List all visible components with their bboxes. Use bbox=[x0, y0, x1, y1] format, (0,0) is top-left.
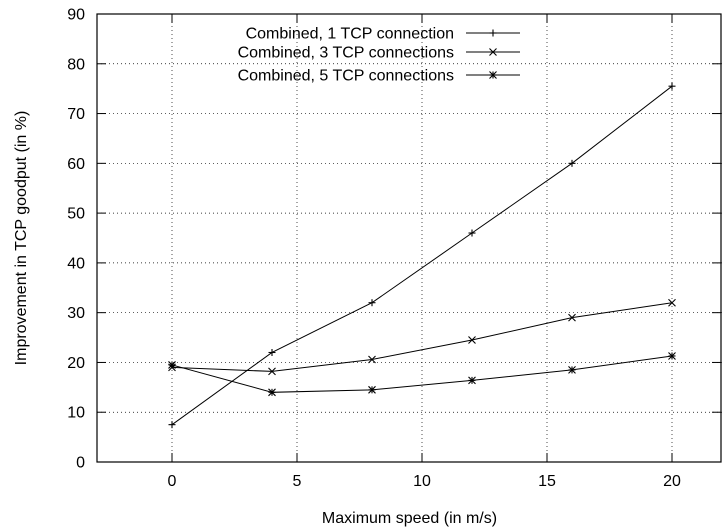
y-tick-label: 80 bbox=[67, 56, 85, 73]
grid bbox=[97, 14, 722, 462]
axis-ticks bbox=[97, 13, 721, 463]
data-point-marker bbox=[168, 421, 176, 429]
data-point-marker bbox=[268, 388, 276, 397]
data-point-marker bbox=[268, 348, 276, 356]
x-axis-title: Maximum speed (in m/s) bbox=[322, 510, 497, 527]
data-point-marker bbox=[268, 367, 276, 376]
data-point-marker bbox=[368, 299, 376, 307]
data-point-marker bbox=[568, 366, 576, 374]
legend-label-1: Combined, 1 TCP connection bbox=[246, 26, 454, 43]
x-tick-label: 10 bbox=[413, 473, 431, 490]
data-point-marker bbox=[489, 71, 497, 79]
data-point-marker bbox=[668, 298, 676, 307]
data-point-marker bbox=[368, 355, 376, 364]
series-line bbox=[171, 85, 673, 426]
y-tick-label: 30 bbox=[67, 305, 85, 322]
series-line bbox=[171, 355, 673, 393]
y-tick-label: 10 bbox=[67, 405, 85, 422]
y-tick-label: 20 bbox=[67, 355, 85, 372]
y-axis-title: Improvement in TCP goodput (in %) bbox=[13, 111, 30, 366]
data-point-marker bbox=[368, 385, 376, 394]
x-tick-label: 20 bbox=[663, 473, 681, 490]
y-tick-label: 60 bbox=[67, 156, 85, 173]
x-tick-label: 0 bbox=[168, 473, 177, 490]
data-point-marker bbox=[489, 48, 497, 56]
y-tick-label: 0 bbox=[76, 455, 85, 472]
y-tick-label: 50 bbox=[67, 206, 85, 223]
series-group bbox=[168, 82, 676, 429]
x-tick-label: 5 bbox=[293, 473, 302, 490]
data-point-marker bbox=[168, 361, 176, 369]
series-3 bbox=[168, 352, 676, 397]
y-tick-label: 40 bbox=[67, 255, 85, 272]
data-point-marker bbox=[468, 336, 476, 344]
data-point-marker bbox=[568, 159, 576, 167]
data-point-marker bbox=[489, 29, 497, 37]
x-tick-label: 15 bbox=[538, 473, 556, 490]
legend-label-3: Combined, 5 TCP connections bbox=[238, 68, 454, 85]
data-point-marker bbox=[668, 352, 676, 360]
y-tick-label: 70 bbox=[67, 106, 85, 123]
data-point-marker bbox=[468, 229, 476, 237]
plot-frame bbox=[96, 13, 722, 463]
legend: Combined, 1 TCP connection Combined, 3 TC… bbox=[238, 26, 520, 85]
series-line bbox=[171, 302, 673, 372]
tick-labels: 0 10 20 30 40 50 60 70 80 90 0 5 10 15 20 bbox=[67, 7, 681, 491]
legend-label-2: Combined, 3 TCP connections bbox=[238, 45, 454, 62]
data-point-marker bbox=[468, 376, 476, 385]
data-point-marker bbox=[568, 313, 576, 322]
data-point-marker bbox=[668, 82, 676, 90]
y-tick-label: 90 bbox=[67, 7, 85, 24]
series-1 bbox=[168, 82, 676, 429]
series-2 bbox=[168, 298, 676, 376]
